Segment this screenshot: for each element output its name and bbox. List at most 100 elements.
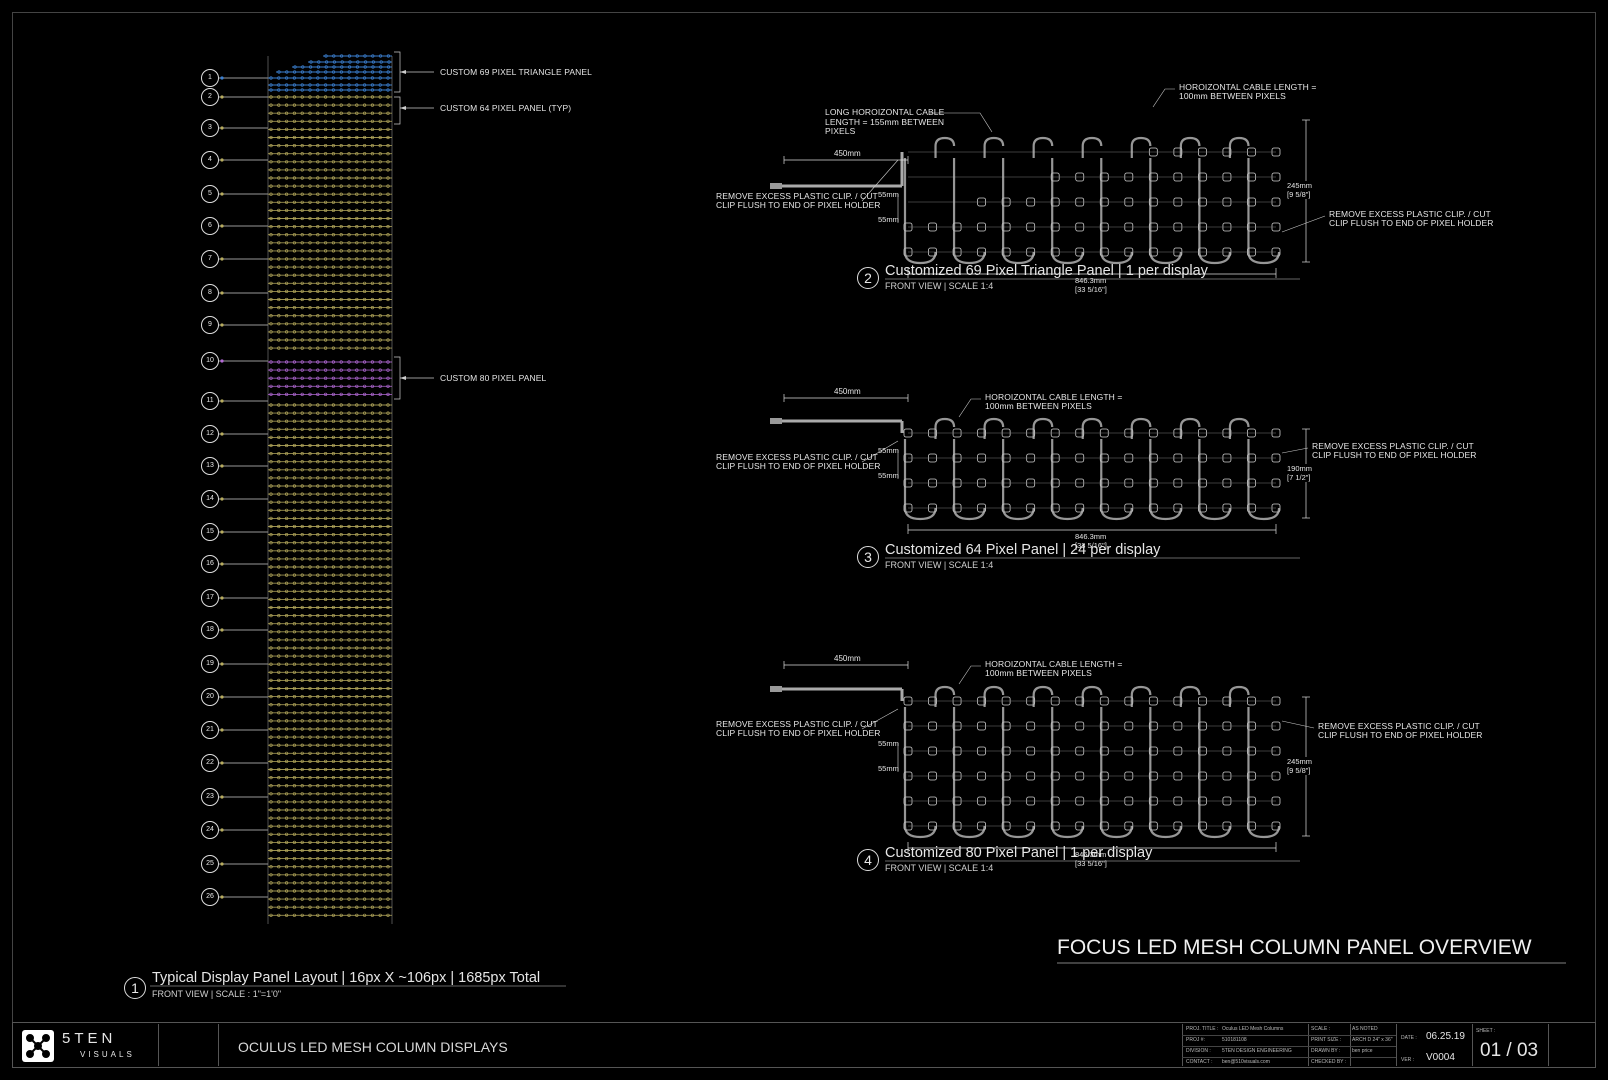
view-title: Customized 69 Pixel Triangle Panel | 1 p… [885, 263, 1208, 279]
tb-divider [1182, 1046, 1396, 1047]
row-label: 3 [201, 119, 219, 137]
row-label: 18 [201, 621, 219, 639]
tb-field-label: SCALE : [1311, 1026, 1331, 1032]
row-label: 5 [201, 185, 219, 203]
dim-width: 846.3mm [1075, 850, 1107, 859]
dim-height: 190mm [1287, 463, 1313, 473]
row-label: 2 [201, 88, 219, 106]
cable-note: HOROIZONTAL CABLE LENGTH = [985, 659, 1123, 669]
tb-field-value: 510181108 [1222, 1037, 1247, 1043]
view-subtitle: FRONT VIEW | SCALE 1:4 [885, 281, 994, 291]
note-right: REMOVE EXCESS PLASTIC CLIP. / CUT [1312, 441, 1474, 451]
long-cable-note: LENGTH = 155mm BETWEEN [825, 116, 945, 127]
view-number-1: 1 [124, 977, 146, 999]
dim-height-inches: [7 1/2"] [1287, 472, 1311, 482]
row-label: 26 [201, 888, 219, 906]
view-title: Customized 64 Pixel Panel | 24 per displ… [885, 542, 1161, 558]
dim-55mm: 55mm [878, 739, 899, 748]
row-label: 23 [201, 788, 219, 806]
view-subtitle: FRONT VIEW | SCALE 1:4 [885, 863, 994, 873]
view-number: 4 [857, 849, 879, 871]
date-label: DATE : [1401, 1035, 1417, 1041]
title-block [12, 1022, 1596, 1068]
tb-field-value: ben@510visuals.com [1222, 1059, 1270, 1065]
dim-55mm: 55mm [878, 764, 899, 773]
dim-55mm: 55mm [878, 471, 899, 480]
logo-mark-icon [26, 1034, 50, 1058]
note-left: CLIP FLUSH TO END OF PIXEL HOLDER [716, 461, 881, 471]
cable-note: HOROIZONTAL CABLE LENGTH = [985, 392, 1123, 402]
note-left: REMOVE EXCESS PLASTIC CLIP. / CUT [716, 452, 878, 462]
dim-lead: 450mm [834, 387, 861, 396]
note-right: CLIP FLUSH TO END OF PIXEL HOLDER [1312, 450, 1477, 460]
row-label: 11 [201, 392, 219, 410]
row-label: 24 [201, 821, 219, 839]
dim-55mm: 55mm [878, 190, 899, 199]
tb-field-value: Oculus LED Mesh Columns [1222, 1026, 1284, 1032]
cable-note: 100mm BETWEEN PIXELS [985, 668, 1092, 678]
project-name: OCULUS LED MESH COLUMN DISPLAYS [238, 1039, 508, 1055]
row-label: 13 [201, 457, 219, 475]
tb-field-label: PROJ #: [1186, 1037, 1205, 1043]
dim-width-inches: [33 5/16"] [1075, 859, 1107, 868]
tb-divider [158, 1024, 159, 1066]
row-label: 15 [201, 523, 219, 541]
tb-field-value: 5TEN DESIGN ENGINEERING [1222, 1048, 1292, 1054]
note-left: REMOVE EXCESS PLASTIC CLIP. / CUT [716, 719, 878, 729]
dim-width-inches: [33 5/16"] [1075, 285, 1107, 294]
row-label: 25 [201, 855, 219, 873]
note-right: CLIP FLUSH TO END OF PIXEL HOLDER [1329, 218, 1494, 228]
sheet-label: SHEET : [1476, 1028, 1496, 1034]
note-left: REMOVE EXCESS PLASTIC CLIP. / CUT [716, 191, 878, 201]
view-number: 3 [857, 546, 879, 568]
row-label: 7 [201, 250, 219, 268]
view-subtitle: FRONT VIEW | SCALE 1:4 [885, 560, 994, 570]
row-label: 4 [201, 151, 219, 169]
logo [22, 1030, 54, 1062]
row-label: 6 [201, 217, 219, 235]
sheet-value: 01 / 03 [1480, 1040, 1539, 1061]
callout-64-panel: CUSTOM 64 PIXEL PANEL (TYP) [440, 103, 572, 113]
tb-divider [1350, 1024, 1351, 1066]
ver-label: VER : [1401, 1057, 1415, 1063]
row-label: 1 [201, 69, 219, 87]
row-label: 12 [201, 425, 219, 443]
tb-field-value: ARCH D 24" x 36" [1352, 1037, 1393, 1043]
note-right: REMOVE EXCESS PLASTIC CLIP. / CUT [1318, 721, 1480, 731]
ver-value: V0004 [1426, 1052, 1455, 1063]
cable-note: 100mm BETWEEN PIXELS [1179, 91, 1286, 101]
drawing-title: FOCUS LED MESH COLUMN PANEL OVERVIEW [1057, 936, 1532, 959]
tb-field-value: ben price [1352, 1048, 1373, 1054]
row-label: 22 [201, 754, 219, 772]
tb-field-label: DIVISION : [1186, 1048, 1211, 1054]
dim-height: 245mm [1287, 181, 1313, 190]
dim-width: 846.3mm [1075, 276, 1107, 285]
cable-note: 100mm BETWEEN PIXELS [985, 401, 1092, 411]
tb-divider [218, 1024, 219, 1066]
date-value: 06.25.19 [1426, 1031, 1465, 1042]
view-1-title: Typical Display Panel Layout | 16px X ~1… [152, 970, 541, 986]
tb-field-label: PRINT SIZE : [1311, 1037, 1342, 1043]
note-right: REMOVE EXCESS PLASTIC CLIP. / CUT [1329, 209, 1491, 219]
row-label: 17 [201, 589, 219, 607]
long-cable-note: LONG HOROIZONTAL CABLE [825, 107, 945, 117]
view-number: 2 [857, 267, 879, 289]
long-cable-note: PIXELS [825, 126, 856, 136]
callout-80-panel: CUSTOM 80 PIXEL PANEL [440, 373, 547, 383]
note-left: CLIP FLUSH TO END OF PIXEL HOLDER [716, 728, 881, 738]
dim-height-inches: [9 5/8"] [1287, 765, 1311, 775]
tb-field-label: CHECKED BY : [1311, 1059, 1347, 1065]
note-right: CLIP FLUSH TO END OF PIXEL HOLDER [1318, 730, 1483, 740]
row-label: 8 [201, 284, 219, 302]
note-left: CLIP FLUSH TO END OF PIXEL HOLDER [716, 200, 881, 210]
tb-field-label: PROJ. TITLE : [1186, 1026, 1219, 1032]
row-label: 10 [201, 352, 219, 370]
dim-55mm: 55mm [878, 446, 899, 455]
tb-divider [1182, 1057, 1396, 1058]
row-label: 21 [201, 721, 219, 739]
dim-lead: 450mm [834, 654, 861, 663]
tb-field-label: CONTACT : [1186, 1059, 1213, 1065]
logo-name: 5TEN [62, 1030, 117, 1047]
dim-lead: 450mm [834, 149, 861, 158]
